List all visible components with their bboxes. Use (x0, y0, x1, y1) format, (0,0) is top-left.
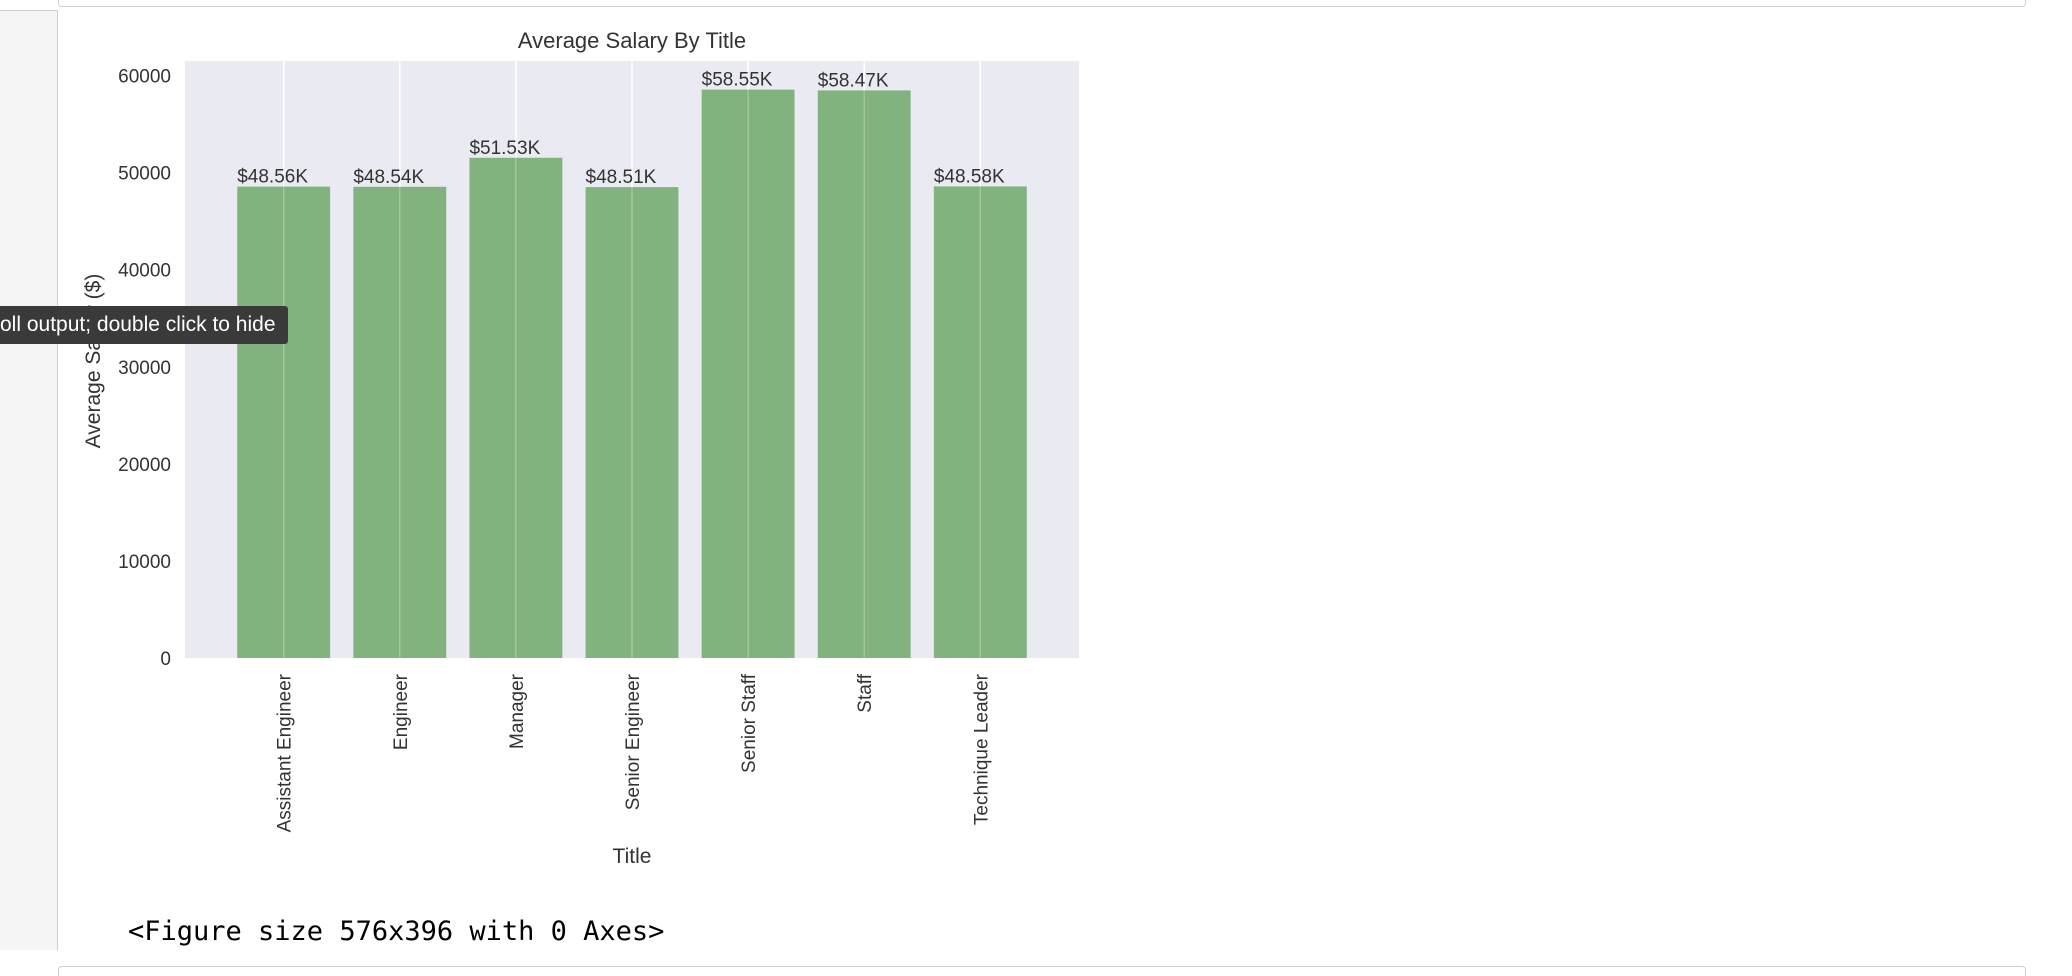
bar-data-label: $48.58K (934, 166, 1005, 187)
x-tick-labels-layer: Assistant Engineer Engineer Manager Senior … (275, 673, 993, 832)
bar-data-label: $58.47K (818, 70, 889, 91)
x-tick-label: Assistant Engineer (275, 673, 296, 832)
previous-cell-border (58, 0, 2026, 7)
y-tick-label: 50000 (118, 164, 171, 185)
y-tick-label: 20000 (118, 455, 171, 476)
next-cell-border (58, 966, 2026, 976)
x-tick-label: Staff (855, 673, 876, 712)
bar-data-label: $48.51K (586, 167, 657, 188)
x-tick-label: Engineer (391, 673, 412, 750)
y-tick-label: 0 (160, 649, 171, 670)
y-tick-label: 30000 (118, 358, 171, 379)
y-tick-labels-layer: 0 10000 20000 30000 40000 50000 60000 (118, 67, 171, 670)
data-labels-layer: $48.56K $48.54K $51.53K $48.51K $58.55K $58.4… (237, 70, 1005, 188)
collapse-output-tooltip: oll output; double click to hide (0, 306, 288, 344)
y-tick-label: 40000 (118, 261, 171, 282)
bars-layer (237, 89, 1027, 659)
figure-repr-text: <Figure size 576x396 with 0 Axes> (128, 916, 665, 947)
x-axis-label: Title (613, 845, 652, 868)
x-tick-label: Senior Engineer (623, 673, 644, 810)
bar-chart: $48.56K $48.54K $51.53K $48.51K $58.55K $58.4… (82, 28, 1079, 868)
x-tick-label: Manager (507, 673, 528, 749)
chart-title: Average Salary By Title (518, 28, 746, 53)
y-tick-label: 60000 (118, 67, 171, 88)
bar-data-label: $48.54K (353, 167, 424, 188)
output-prompt-collapser[interactable] (0, 10, 58, 950)
x-tick-label: Senior Staff (739, 673, 760, 773)
y-tick-label: 10000 (118, 552, 171, 573)
bar-data-label: $58.55K (702, 70, 773, 91)
y-axis-label: Average Salary ($) (82, 274, 105, 449)
bar-data-label: $48.56K (237, 167, 308, 188)
x-tick-label: Technique Leader (971, 673, 992, 825)
bar-data-label: $51.53K (469, 138, 540, 159)
cell-output-area: $48.56K $48.54K $51.53K $48.51K $58.55K $58.4… (58, 10, 2072, 950)
